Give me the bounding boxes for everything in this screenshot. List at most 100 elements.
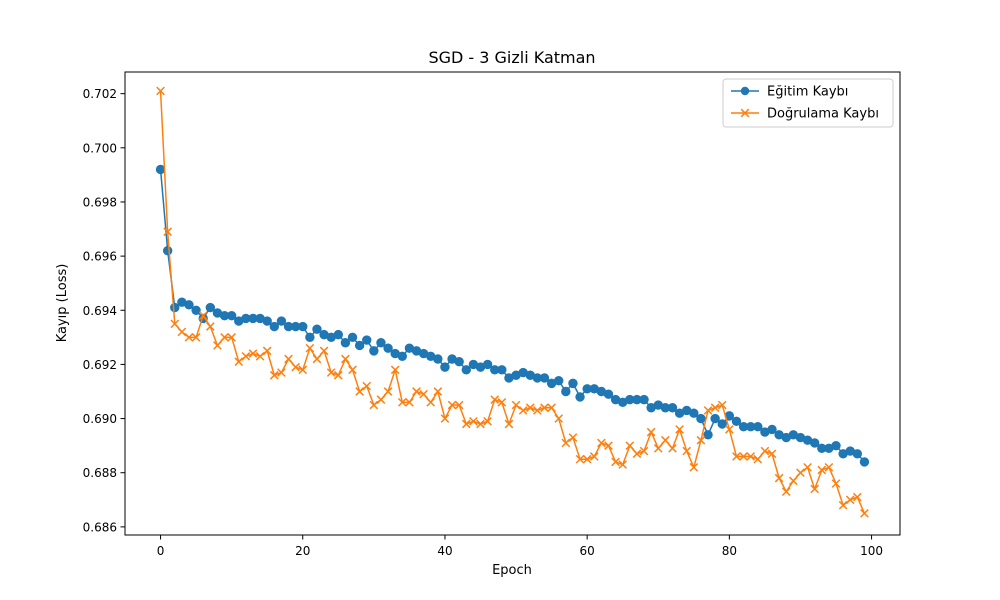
data-point	[163, 227, 172, 237]
data-point	[333, 329, 344, 340]
data-point	[760, 446, 770, 456]
data-point	[575, 392, 585, 402]
data-point	[803, 462, 812, 472]
data-point	[703, 406, 713, 415]
data-point	[539, 373, 550, 383]
data-point	[156, 86, 165, 96]
data-point	[710, 413, 720, 424]
data-point	[611, 457, 620, 467]
data-point	[597, 438, 606, 448]
data-point	[162, 246, 173, 256]
data-point	[732, 452, 741, 461]
data-point	[262, 346, 272, 356]
legend-marker	[740, 108, 750, 118]
data-point	[554, 414, 564, 423]
data-point	[554, 375, 564, 386]
data-point	[852, 449, 863, 459]
x-tick-label: 40	[437, 544, 452, 558]
data-point	[155, 164, 166, 175]
data-point	[355, 387, 364, 396]
data-point	[291, 362, 300, 372]
data-point	[490, 395, 500, 404]
data-point	[774, 473, 784, 483]
data-point	[191, 333, 201, 342]
data-point	[447, 400, 457, 410]
data-point	[184, 300, 194, 310]
legend-box	[722, 78, 894, 128]
data-point	[561, 438, 571, 448]
data-point	[234, 357, 244, 367]
y-tick-label: 0.686	[83, 520, 117, 534]
data-point	[390, 365, 400, 375]
data-point	[561, 386, 571, 397]
data-point	[618, 460, 628, 469]
data-point	[284, 354, 293, 364]
data-point	[341, 354, 350, 364]
data-point	[269, 321, 280, 332]
data-point	[348, 365, 357, 375]
data-point	[504, 419, 514, 429]
data-point	[412, 387, 421, 396]
data-point	[746, 452, 756, 461]
data-point	[177, 327, 187, 337]
data-point	[383, 343, 393, 353]
data-point	[789, 476, 798, 486]
data-point	[276, 316, 287, 326]
axes-frame	[124, 71, 901, 536]
data-point	[419, 389, 428, 399]
data-point	[838, 500, 848, 510]
x-tick-label: 0	[157, 544, 165, 558]
data-point	[461, 419, 471, 429]
y-tick-label: 0.690	[83, 412, 117, 426]
data-point	[845, 495, 855, 505]
legend-item-2: Doğrulama Kaybı	[731, 107, 879, 122]
data-point	[568, 433, 578, 442]
data-point	[653, 444, 663, 453]
data-point	[703, 430, 713, 440]
data-point	[298, 321, 308, 332]
x-axis-label: Epoch	[492, 563, 532, 578]
data-point	[575, 454, 585, 464]
data-point	[376, 395, 386, 404]
y-tick-label: 0.692	[83, 358, 117, 372]
data-point	[354, 340, 365, 351]
data-point	[661, 435, 670, 445]
y-tick-label: 0.700	[83, 141, 117, 155]
data-point	[625, 441, 635, 450]
series-1	[155, 164, 870, 467]
data-point	[696, 435, 706, 445]
data-point	[639, 446, 649, 456]
y-tick-label: 0.696	[83, 250, 117, 264]
data-point	[433, 387, 443, 396]
data-point	[433, 354, 443, 364]
data-point	[689, 408, 699, 418]
data-point	[639, 394, 649, 405]
data-point	[604, 441, 613, 450]
data-point	[482, 359, 493, 370]
data-point	[603, 389, 614, 399]
data-point	[184, 333, 194, 342]
data-point	[753, 421, 763, 432]
data-point	[454, 357, 464, 367]
data-point	[859, 457, 870, 467]
data-point	[511, 400, 521, 410]
data-point	[809, 438, 820, 448]
data-point	[525, 403, 535, 413]
data-point	[347, 332, 358, 343]
data-point	[731, 416, 742, 426]
data-point	[767, 449, 777, 459]
data-point	[426, 397, 436, 407]
data-point	[476, 419, 485, 429]
data-point	[312, 324, 322, 334]
data-point	[277, 368, 286, 377]
y-tick-label: 0.702	[83, 87, 117, 101]
data-point	[796, 468, 805, 478]
data-point	[667, 403, 678, 413]
data-point	[810, 484, 820, 494]
data-point	[440, 362, 450, 372]
data-point	[362, 335, 372, 345]
data-point	[269, 370, 279, 380]
data-point	[362, 381, 372, 391]
data-point	[383, 387, 393, 396]
